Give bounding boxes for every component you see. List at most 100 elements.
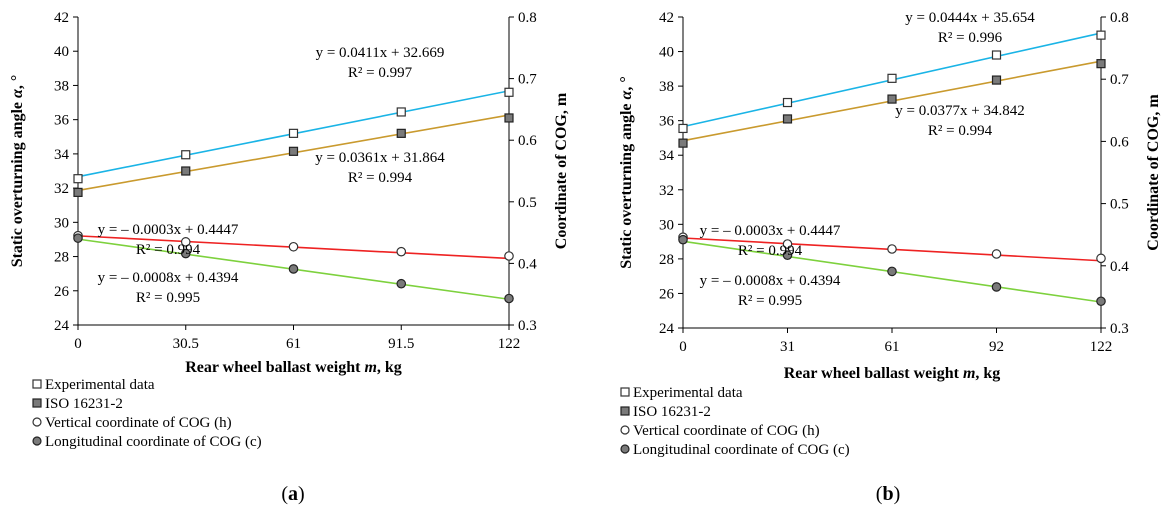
data-point-iso [73,187,83,197]
trend-equation: y = 0.0377x + 34.842 [895,103,1024,119]
data-point-iso [991,75,1002,85]
y-axis-label-unit: , ° [9,75,26,89]
data-point-iso [504,113,514,123]
y-tick-label: 40 [54,44,69,60]
data-point-experimental [288,128,299,138]
x-tick-label: 0 [74,336,82,352]
trend-equation: y = – 0.0003x + 0.4447 [700,223,841,239]
legend-label: Longitudinal coordinate of COG (c) [633,442,850,458]
y-tick-label: 24 [659,321,675,337]
trend-r-squared: R² = 0.995 [136,290,200,306]
data-point-experimental [504,87,514,97]
legend-marker [620,425,630,435]
x-tick-label: 61 [885,339,900,355]
y-tick-label: 38 [54,78,69,94]
legend-label: Vertical coordinate of COG (h) [633,423,820,439]
y-axis-label-var: α [618,89,635,99]
data-point-vertical-cog [180,237,191,247]
trend-equation: y = – 0.0003x + 0.4447 [98,222,239,238]
y2-axis-label: Coordinate of COG, m [1145,94,1162,251]
data-point-iso [1096,59,1106,69]
y-tick-label: 42 [54,10,69,26]
y2-tick-label: 0.8 [1110,10,1129,26]
panel-label-close: ) [894,483,901,505]
y-tick-label: 32 [54,181,69,197]
y-axis-label-text: Static overturning angle [618,99,635,268]
y-tick-label: 34 [659,148,675,164]
trend-r-squared: R² = 0.997 [348,65,413,81]
legend: Experimental data ISO 16231-2 Vertical coo… [32,377,262,450]
data-point-longitudinal-cog [396,278,407,289]
y2-tick-label: 0.5 [1110,197,1129,213]
y-axis-label-text: Static overturning angle [9,98,26,267]
data-point-experimental [678,123,688,134]
data-point-vertical-cog [782,239,793,249]
data-point-longitudinal-cog [288,264,299,274]
trend-equation: y = 0.0361x + 31.864 [315,150,445,166]
legend: Experimental data ISO 16231-2 Vertical coo… [620,385,850,458]
data-point-longitudinal-cog [887,266,897,277]
y2-axis-label: Coordinate of COG, m [553,92,570,249]
legend-label: ISO 16231-2 [45,396,123,412]
trend-r-squared: R² = 0.994 [136,242,201,258]
trend-equation: y = 0.0411x + 32.669 [316,45,445,61]
data-point-iso [181,166,191,176]
data-point-longitudinal-cog [504,293,514,304]
panel-label-letter: b [882,483,893,505]
y-axis-label-var: α [9,88,26,98]
legend-label: ISO 16231-2 [633,404,711,420]
y-tick-label: 30 [659,217,674,233]
y2-tick-label: 0.7 [1110,72,1129,88]
y2-tick-label: 0.4 [518,256,537,272]
x-tick-label: 91.5 [388,336,414,352]
trend-r-squared: R² = 0.995 [738,293,802,309]
data-point-longitudinal-cog [73,233,83,243]
y-tick-label: 30 [54,215,69,231]
y2-tick-label: 0.5 [518,195,537,211]
y-axis-label-unit: , ° [618,76,635,90]
y-tick-label: 24 [54,318,70,334]
data-point-longitudinal-cog [180,248,191,259]
y-tick-label: 32 [659,183,674,199]
data-point-iso [678,138,688,148]
data-point-iso [288,146,299,156]
x-axis-label-text: Rear wheel ballast weight [784,365,963,382]
y-tick-label: 26 [659,286,675,302]
panel-label: (a) [281,483,304,505]
data-point-experimental [73,174,83,184]
y2-tick-label: 0.3 [518,318,537,334]
legend-label: Vertical coordinate of COG (h) [45,415,232,431]
data-point-experimental [396,107,406,117]
x-tick-label: 31 [780,339,795,355]
data-point-longitudinal-cog [991,282,1002,292]
y2-tick-label: 0.8 [518,10,537,26]
y-tick-label: 38 [659,79,674,95]
y-tick-label: 28 [54,250,69,266]
data-point-experimental [991,50,1002,60]
data-point-longitudinal-cog [782,250,793,261]
data-point-experimental [1096,30,1106,40]
legend-marker [32,417,42,427]
panel-label-open: ( [876,483,883,505]
trend-equation: y = 0.0444x + 35.654 [905,10,1035,26]
y-tick-label: 36 [54,113,70,129]
legend-label: Experimental data [45,377,155,393]
trend-equation: y = – 0.0008x + 0.4394 [700,273,841,289]
x-tick-label: 122 [498,336,521,352]
x-tick-label: 0 [679,339,687,355]
y-axis-label: Static overturning angle α, ° [618,76,635,269]
y2-tick-label: 0.6 [1110,134,1129,150]
data-point-experimental [181,150,191,160]
legend-label: Longitudinal coordinate of COG (c) [45,434,262,450]
y-tick-label: 28 [659,252,674,268]
trend-equation: y = – 0.0008x + 0.4394 [98,270,239,286]
data-point-vertical-cog [887,244,897,254]
y2-tick-label: 0.3 [1110,321,1129,337]
legend-label: Experimental data [633,385,743,401]
legend-marker [620,444,630,454]
data-point-vertical-cog [1096,253,1106,264]
legend-marker [620,387,630,397]
legend-marker [32,398,42,408]
trend-r-squared: R² = 0.994 [738,243,803,259]
chart-panel-b: 24 26 28 30 32 34 36 38 40 42 0.3 0.4 0.5 0.6 0.7 0.8 0 3… [618,10,1162,505]
